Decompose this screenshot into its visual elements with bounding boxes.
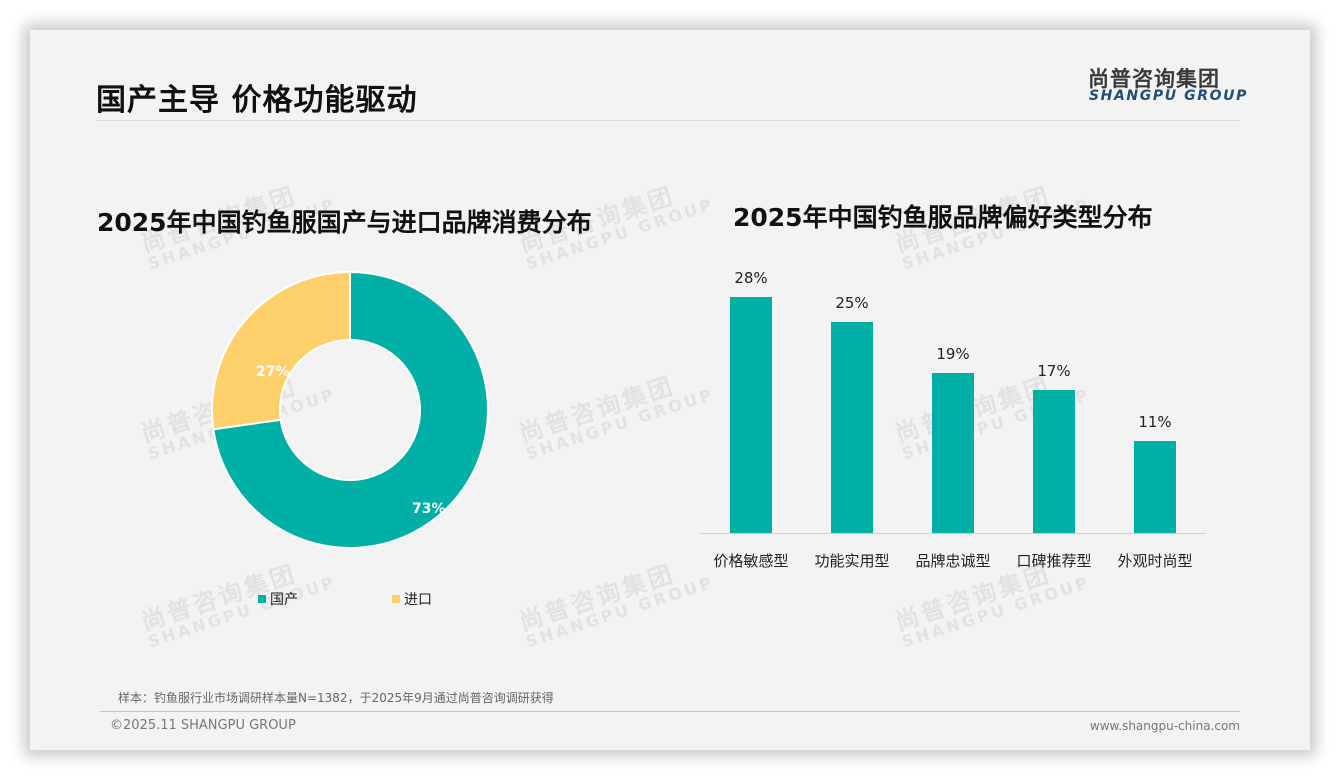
bar-value-label: 17% bbox=[1037, 362, 1071, 380]
donut-label-domestic: 73% bbox=[412, 501, 446, 517]
donut-slice-domestic bbox=[212, 270, 489, 549]
bar-value-label: 19% bbox=[936, 345, 970, 363]
legend-item-import: 进口 bbox=[392, 589, 432, 609]
donut-chart: 73% 27% bbox=[210, 270, 490, 550]
page-title: 国产主导 价格功能驱动 bbox=[96, 83, 418, 118]
sample-note: 样本：钓鱼服行业市场调研样本量N=1382，于2025年9月通过尚普咨询调研获得 bbox=[118, 691, 554, 705]
legend-item-domestic: 国产 bbox=[258, 589, 298, 609]
x-axis-line bbox=[700, 533, 1206, 534]
bar-category-label: 品牌忠诚型 bbox=[915, 552, 991, 570]
donut-chart-graphic bbox=[210, 270, 489, 549]
legend-label: 国产 bbox=[270, 592, 298, 608]
logo-english: SHANGPU GROUP bbox=[1089, 88, 1248, 104]
website: www.shangpu-china.com bbox=[1089, 719, 1240, 733]
bar-category-label: 价格敏感型 bbox=[713, 552, 789, 570]
legend-swatch-yellow bbox=[392, 595, 400, 603]
bar-value-label: 11% bbox=[1138, 413, 1172, 431]
bar-word-of-mouth bbox=[1033, 390, 1075, 533]
copyright: ©2025.11 SHANGPU GROUP bbox=[110, 718, 296, 733]
bar-chart-title: 2025年中国钓鱼服品牌偏好类型分布 bbox=[733, 203, 1153, 232]
bar-value-label: 28% bbox=[734, 269, 768, 287]
legend-swatch-teal bbox=[258, 595, 266, 603]
bar-chart: 28% 价格敏感型 25% 功能实用型 19% 品牌忠诚型 17% 口碑推荐型 … bbox=[700, 260, 1206, 580]
legend-label: 进口 bbox=[404, 592, 432, 608]
donut-slice-import bbox=[210, 270, 351, 431]
footer-divider bbox=[100, 711, 1240, 712]
bar-category-label: 功能实用型 bbox=[814, 552, 890, 570]
logo-chinese: 尚普咨询集团 bbox=[1088, 67, 1220, 91]
bar-fashion bbox=[1134, 441, 1176, 533]
slide: 尚普咨询集团 SHANGPU GROUP 尚普咨询集团 SHANGPU GROUP … bbox=[30, 30, 1310, 750]
bar-price-sensitive bbox=[730, 297, 772, 533]
bar-functional bbox=[831, 322, 873, 533]
header-divider bbox=[96, 120, 1240, 121]
bar-brand-loyal bbox=[932, 373, 974, 533]
bar-value-label: 25% bbox=[835, 294, 869, 312]
bar-category-label: 口碑推荐型 bbox=[1016, 552, 1092, 570]
donut-chart-title: 2025年中国钓鱼服国产与进口品牌消费分布 bbox=[97, 208, 592, 237]
donut-label-import: 27% bbox=[256, 364, 290, 380]
bar-category-label: 外观时尚型 bbox=[1117, 552, 1193, 570]
